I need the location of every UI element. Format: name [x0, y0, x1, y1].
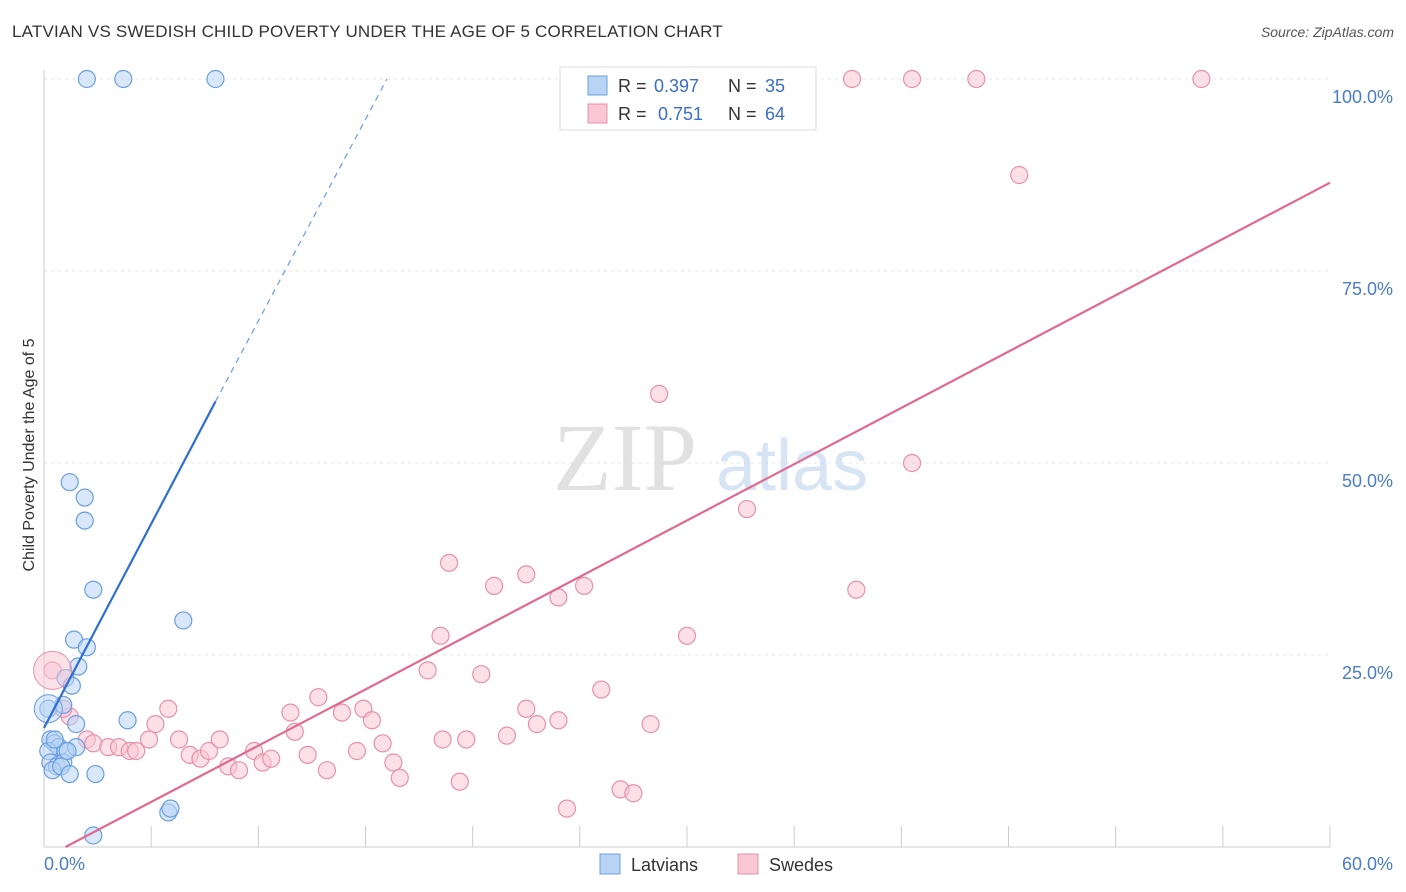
- latvians-series-swatch: [599, 853, 621, 875]
- swede-point: [1192, 69, 1211, 89]
- trend-lines: [43, 78, 1331, 848]
- swede-point: [575, 576, 594, 595]
- swede-point: [146, 715, 165, 734]
- swede-point: [472, 665, 491, 684]
- x-tick-label: 60.0%: [1342, 854, 1393, 874]
- x-tick-label: 0.0%: [44, 854, 85, 874]
- swede-point: [624, 784, 643, 803]
- swede-point: [309, 688, 328, 707]
- swede-point: [557, 799, 577, 818]
- watermark: ZIP atlas: [553, 404, 868, 511]
- latvian-point: [58, 741, 77, 761]
- latvian-point: [75, 511, 94, 530]
- latvians-trend-extension: [214, 78, 388, 402]
- swede-point: [431, 626, 450, 645]
- swede-point: [592, 680, 611, 699]
- swede-point: [418, 661, 437, 680]
- swede-point: [210, 730, 229, 749]
- swedes-legend-swatch: [587, 103, 608, 124]
- y-tick-label: 75.0%: [1342, 279, 1393, 299]
- latvian-point: [60, 764, 79, 784]
- swedes-r-label: R =: [618, 104, 647, 124]
- swede-point: [169, 730, 189, 749]
- swede-point: [127, 741, 146, 761]
- swede-point: [902, 69, 922, 89]
- swede-point: [517, 565, 536, 584]
- latvian-point: [118, 711, 137, 730]
- swedes-trend-line: [64, 181, 1331, 848]
- swede-point: [262, 749, 281, 768]
- swede-point: [517, 699, 536, 718]
- latvian-point-large: [33, 694, 63, 724]
- stats-legend: R = 0.397 N = 35 R = 0.751 N = 64: [559, 66, 817, 131]
- swede-point: [159, 699, 178, 718]
- latvians-r-label: R =: [618, 76, 647, 96]
- swede-point: [847, 580, 866, 599]
- swede-point: [229, 761, 249, 780]
- swede-point: [457, 730, 476, 749]
- swede-point: [527, 715, 547, 734]
- latvian-point: [77, 69, 96, 89]
- swede-point: [439, 553, 459, 572]
- swede-point: [497, 726, 517, 745]
- swede-point-large: [33, 650, 73, 690]
- latvian-point: [174, 611, 193, 630]
- latvians-series-label: Latvians: [631, 855, 698, 875]
- swede-point: [317, 761, 337, 780]
- latvians-n-value: 35: [765, 76, 785, 96]
- swede-point: [362, 711, 382, 730]
- swede-point: [842, 69, 862, 89]
- latvian-point: [86, 764, 105, 784]
- swede-point: [641, 715, 660, 734]
- swede-point: [1010, 165, 1029, 185]
- latvian-point: [206, 69, 225, 89]
- latvian-point: [114, 69, 133, 89]
- watermark-zip: ZIP: [553, 404, 697, 511]
- swedes-n-value: 64: [765, 104, 785, 124]
- swede-point: [549, 711, 568, 730]
- latvian-point: [75, 488, 94, 507]
- latvians-n-label: N =: [728, 76, 757, 96]
- chart-title: LATVIAN VS SWEDISH CHILD POVERTY UNDER T…: [12, 22, 723, 41]
- series-legend: Latvians Swedes: [599, 853, 833, 875]
- latvians-r-value: 0.397: [654, 76, 699, 96]
- y-tick-label: 25.0%: [1342, 663, 1393, 683]
- swede-point: [967, 69, 986, 89]
- swede-point: [332, 703, 352, 722]
- swede-point: [199, 741, 219, 761]
- y-tick-label: 100.0%: [1332, 87, 1393, 107]
- swede-point: [298, 745, 317, 764]
- latvians-trend-line: [43, 401, 217, 729]
- swedes-series-label: Swedes: [769, 855, 833, 875]
- latvians-legend-swatch: [587, 75, 608, 96]
- swedes-r-value: 0.751: [658, 104, 703, 124]
- swedes-series-swatch: [737, 853, 759, 875]
- swede-point: [384, 753, 403, 772]
- y-axis-label: Child Poverty Under the Age of 5: [21, 338, 38, 571]
- swedes-n-label: N =: [728, 104, 757, 124]
- tick-labels: 25.0% 50.0% 75.0% 100.0% 0.0% 60.0%: [44, 87, 1393, 874]
- latvian-point: [67, 715, 86, 734]
- swede-point: [84, 734, 103, 753]
- swede-point: [902, 453, 922, 473]
- latvian-point: [60, 473, 79, 492]
- swede-point: [373, 734, 392, 753]
- swede-point: [737, 499, 757, 519]
- swede-point: [347, 741, 367, 761]
- latvian-point: [84, 580, 103, 599]
- swede-point: [281, 703, 300, 722]
- latvian-point: [45, 730, 64, 749]
- latvian-point: [161, 799, 180, 818]
- swede-point: [139, 730, 159, 749]
- swede-point: [677, 626, 697, 645]
- swede-point: [650, 384, 669, 403]
- y-tick-label: 50.0%: [1342, 471, 1393, 491]
- swede-point: [485, 576, 504, 595]
- swede-point: [390, 768, 409, 787]
- swede-point: [433, 730, 452, 749]
- source-credit: Source: ZipAtlas.com: [1260, 24, 1394, 40]
- swede-point: [450, 772, 469, 791]
